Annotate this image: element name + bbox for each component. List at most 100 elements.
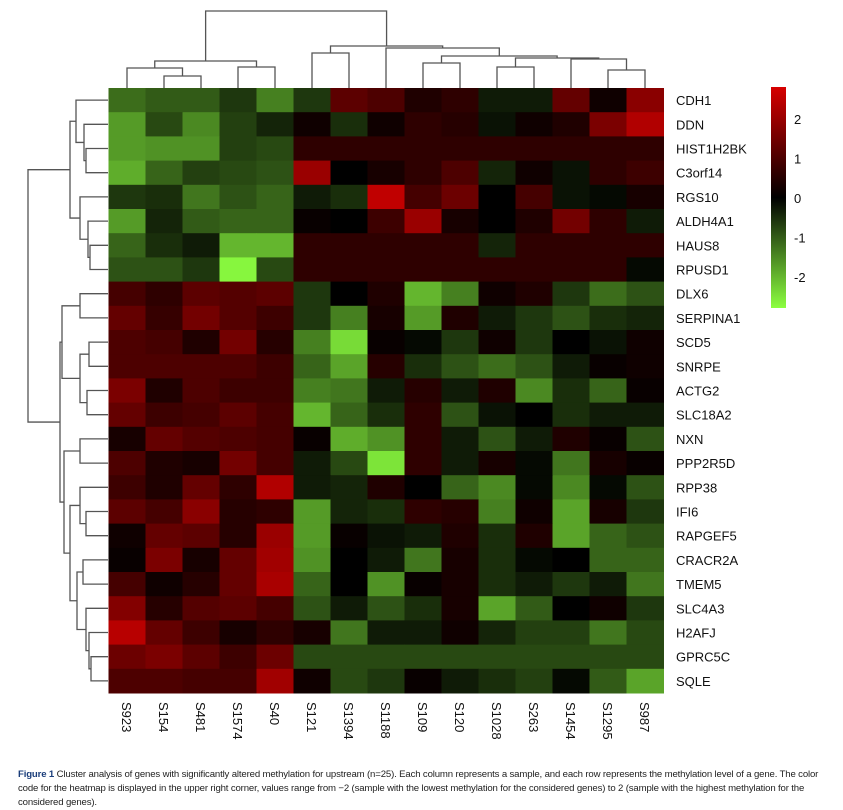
heatmap-cell-CDH1-S120: [441, 88, 479, 113]
heatmap-cell-HAUS8-S154: [145, 233, 183, 258]
heatmap-cell-DLX6-S1188: [367, 281, 405, 307]
heatmap-cell-CRACR2A-S1574: [219, 547, 257, 573]
heatmap-cell-SERPINA1-S481: [182, 305, 220, 331]
heatmap-cell-RGS10-S154: [145, 184, 183, 210]
heatmap-cell-CRACR2A-S1188: [367, 547, 405, 573]
heatmap-cell-PPP2R5D-S1028: [478, 451, 516, 476]
heatmap-cell-ALDH4A1-S1028: [478, 209, 516, 234]
heatmap-cell-NXN-S987: [626, 426, 664, 452]
heatmap-cell-DLX6-S40: [256, 281, 294, 307]
heatmap-cell-SQLE-S1188: [367, 668, 405, 694]
color-scale-legend: 2 1 0 -1 -2: [771, 87, 806, 308]
column-label: S1394: [341, 702, 356, 740]
heatmap-cell-SNRPE-S1394: [330, 354, 368, 379]
column-label: S109: [415, 702, 430, 732]
heatmap-cell-TMEM5-S1028: [478, 572, 516, 597]
heatmap-cell-SNRPE-S987: [626, 354, 664, 379]
heatmap-cell-SLC4A3-S1454: [552, 596, 590, 621]
row-label: SQLE: [676, 674, 711, 689]
heatmap-cell-SLC4A3-S1394: [330, 596, 368, 621]
heatmap-cell-DDN-S481: [182, 112, 220, 137]
heatmap-cell-SNRPE-S1028: [478, 354, 516, 379]
heatmap-cell-CRACR2A-S154: [145, 547, 183, 573]
heatmap-cell-PPP2R5D-S120: [441, 451, 479, 476]
heatmap-cell-RPUSD1-S1188: [367, 257, 405, 283]
heatmap-cell-CRACR2A-S109: [404, 547, 442, 573]
heatmap-cell-SCD5-S1574: [219, 330, 257, 355]
heatmap-cell-SCD5-S1295: [589, 330, 627, 355]
row-label: HAUS8: [676, 238, 719, 253]
color-scale-tick-label: 0: [794, 191, 801, 206]
heatmap-cell-C3orf14-S121: [293, 160, 331, 186]
heatmap-cell-H2AFJ-S1188: [367, 620, 405, 646]
heatmap-cell-SERPINA1-S1295: [589, 305, 627, 331]
heatmap-cell-SLC4A3-S923: [108, 596, 146, 621]
column-label: S120: [452, 702, 467, 732]
heatmap-cell-RAPGEF5-S987: [626, 523, 664, 549]
heatmap-cell-SLC18A2-S40: [256, 402, 294, 428]
heatmap-cell-GPRC5C-S1574: [219, 644, 257, 670]
heatmap-cell-SQLE-S40: [256, 668, 294, 694]
heatmap-cell-CRACR2A-S263: [515, 547, 553, 573]
heatmap-cell-SQLE-S121: [293, 668, 331, 694]
heatmap-cell-ALDH4A1-S1454: [552, 209, 590, 234]
heatmap-cell-CRACR2A-S1454: [552, 547, 590, 573]
heatmap-cell-ALDH4A1-S1188: [367, 209, 405, 234]
heatmap-cell-TMEM5-S1188: [367, 572, 405, 597]
heatmap-cell-SCD5-S987: [626, 330, 664, 355]
column-dendrogram: [126, 10, 646, 88]
heatmap-cell-GPRC5C-S154: [145, 644, 183, 670]
heatmap-cell-C3orf14-S40: [256, 160, 294, 186]
heatmap-cell-ACTG2-S481: [182, 378, 220, 404]
heatmap-cell-IFI6-S121: [293, 499, 331, 525]
heatmap-cell-ALDH4A1-S923: [108, 209, 146, 234]
heatmap-cell-SQLE-S987: [626, 668, 664, 694]
dendrogram-branch: [440, 55, 558, 63]
heatmap-cell-C3orf14-S1454: [552, 160, 590, 186]
heatmap-cell-HAUS8-S1574: [219, 233, 257, 258]
heatmap-cell-SCD5-S1454: [552, 330, 590, 355]
heatmap-cell-C3orf14-S1394: [330, 160, 368, 186]
heatmap-cell-C3orf14-S1188: [367, 160, 405, 186]
heatmap-cell-TMEM5-S1295: [589, 572, 627, 597]
heatmap-cell-HIST1H2BK-S1028: [478, 136, 516, 162]
caption-text: Cluster analysis of genes with significa…: [18, 769, 819, 808]
heatmap-cell-DDN-S40: [256, 112, 294, 137]
heatmap-cell-SLC4A3-S121: [293, 596, 331, 621]
heatmap-cell-SNRPE-S1188: [367, 354, 405, 379]
dendrogram-branch: [61, 305, 80, 380]
heatmap-cell-DDN-S1574: [219, 112, 257, 137]
heatmap-cell-CRACR2A-S987: [626, 547, 664, 573]
heatmap-cell-CRACR2A-S121: [293, 547, 331, 573]
heatmap-cell-IFI6-S263: [515, 499, 553, 525]
heatmap-cell-ACTG2-S263: [515, 378, 553, 404]
row-label: C3orf14: [676, 166, 722, 181]
heatmap-cell-HIST1H2BK-S154: [145, 136, 183, 162]
heatmap-cell-CDH1-S1028: [478, 88, 516, 113]
heatmap-cell-IFI6-S923: [108, 499, 146, 525]
heatmap-cell-DDN-S1028: [478, 112, 516, 137]
dendrogram-branch: [422, 62, 461, 88]
row-label: RPUSD1: [676, 263, 729, 278]
heatmap-cell-ALDH4A1-S121: [293, 209, 331, 234]
heatmap-cell-H2AFJ-S481: [182, 620, 220, 646]
heatmap-cell-RPUSD1-S154: [145, 257, 183, 283]
heatmap-cell-NXN-S1188: [367, 426, 405, 452]
heatmap-cells: [108, 88, 664, 694]
heatmap-cell-SERPINA1-S263: [515, 305, 553, 331]
heatmap-cell-SERPINA1-S923: [108, 305, 146, 331]
heatmap-cell-CDH1-S121: [293, 88, 331, 113]
heatmap-cell-RPUSD1-S481: [182, 257, 220, 283]
heatmap-cell-PPP2R5D-S987: [626, 451, 664, 476]
heatmap-cell-HIST1H2BK-S120: [441, 136, 479, 162]
heatmap-cell-GPRC5C-S1454: [552, 644, 590, 670]
heatmap-cell-RAPGEF5-S1028: [478, 523, 516, 549]
heatmap-cell-CDH1-S1295: [589, 88, 627, 113]
heatmap-cell-RAPGEF5-S1394: [330, 523, 368, 549]
heatmap-cell-SLC4A3-S481: [182, 596, 220, 621]
row-label: SCD5: [676, 335, 711, 350]
heatmap-cell-SERPINA1-S1574: [219, 305, 257, 331]
column-label: S154: [156, 702, 171, 732]
heatmap-cell-ACTG2-S1028: [478, 378, 516, 404]
heatmap-cell-HAUS8-S481: [182, 233, 220, 258]
